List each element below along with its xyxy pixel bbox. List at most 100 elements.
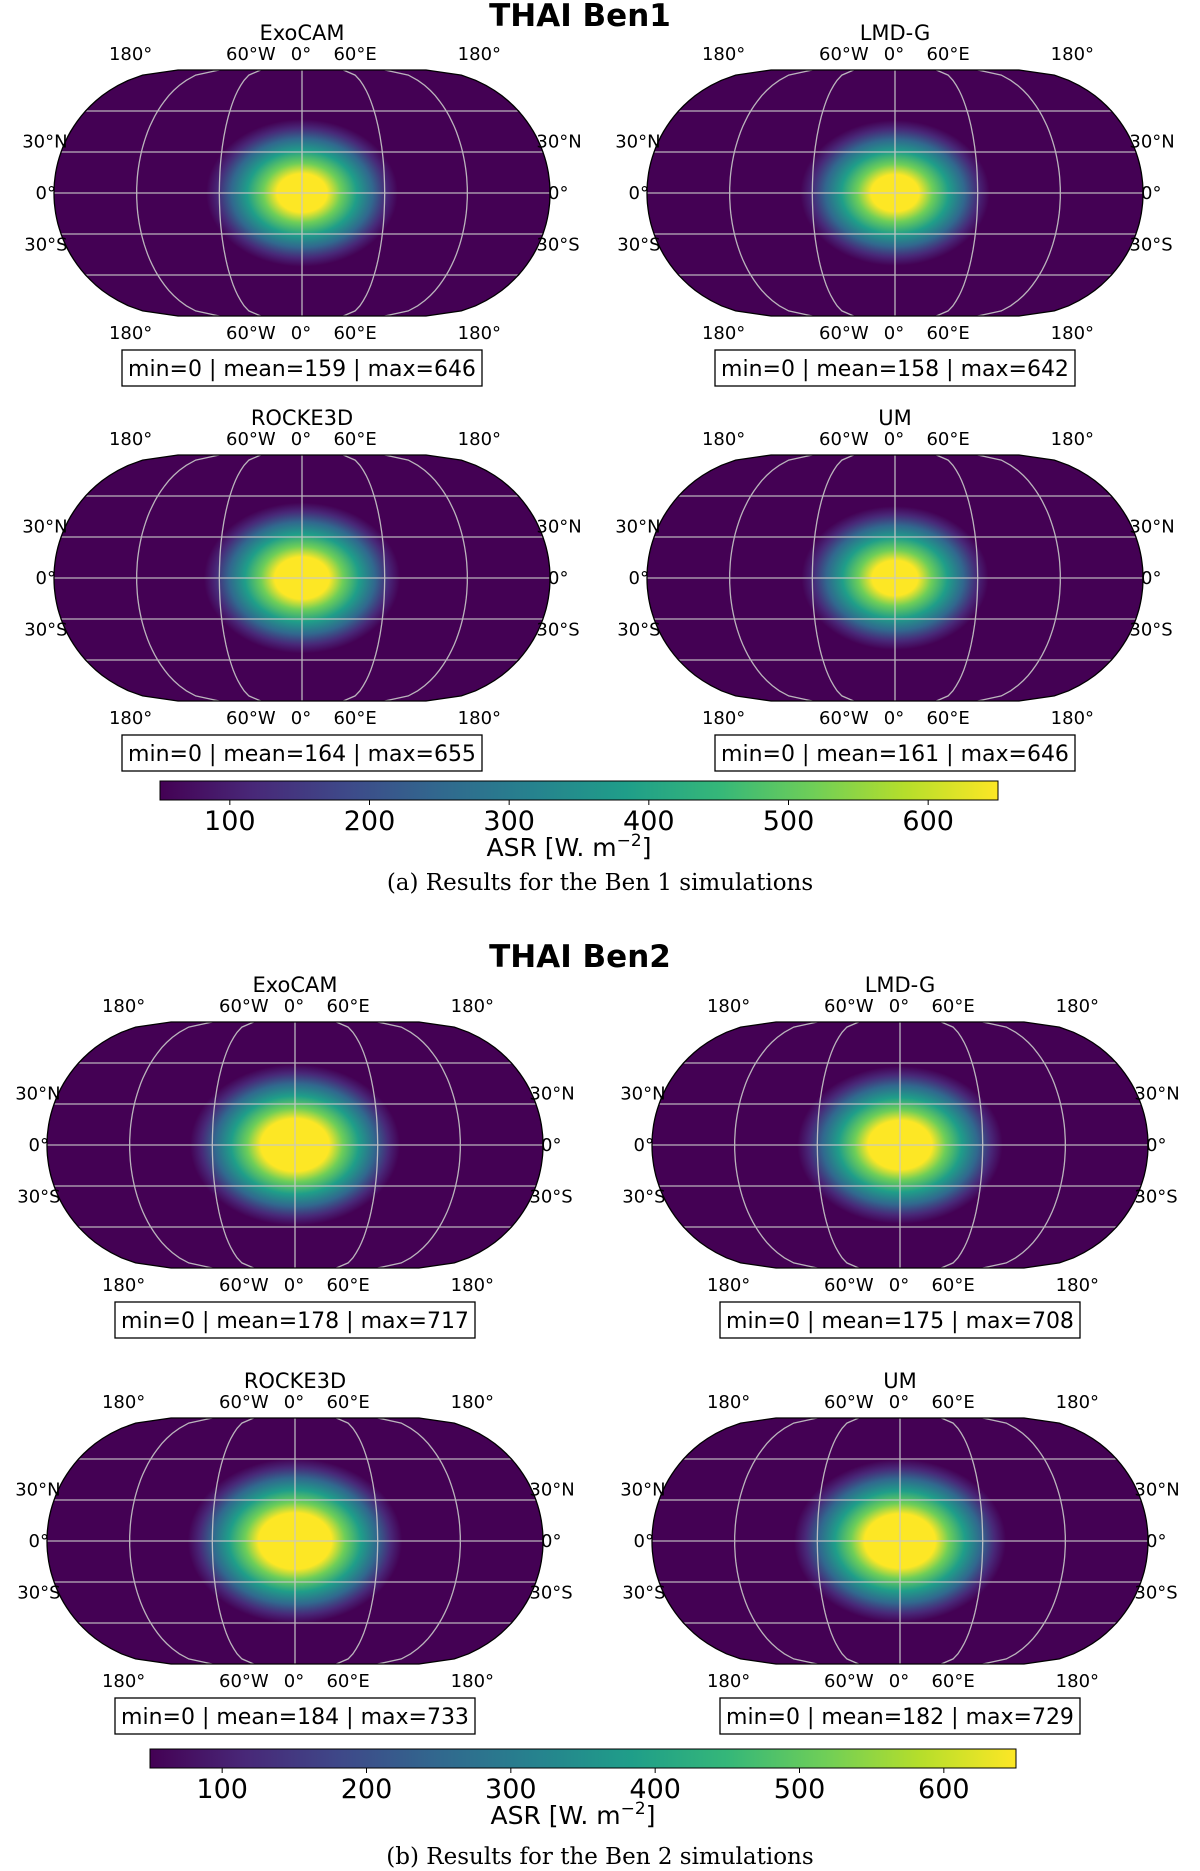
stats-text: min=0 | mean=164 | max=655 (128, 742, 476, 767)
panel-title: LMD-G (860, 21, 931, 45)
map-panel-exocam: 180° 60°W 0° 60°E 180° 180° 60°W 0° 60°E 180° 30°N… (15, 973, 575, 1339)
stats-text: min=0 | mean=161 | max=646 (721, 742, 1069, 767)
stats-text: min=0 | mean=182 | max=729 (726, 1705, 1074, 1730)
graticule (47, 1022, 543, 1268)
meridian-line (811, 455, 854, 701)
stats-text: min=0 | mean=175 | max=708 (726, 1309, 1074, 1334)
colorbar-tick-label: 500 (774, 1774, 826, 1805)
lon-label-top: 180° (1051, 44, 1094, 65)
lat-label-right: 0° (548, 183, 568, 204)
colorbar: 100 200 300 400 500 600 ASR [W. m−2] (159, 780, 999, 862)
map-outline (651, 1021, 1149, 1269)
meridian-line (734, 1418, 818, 1664)
stats-box (719, 1697, 1081, 1735)
lon-label-top: 0° (889, 996, 909, 1017)
lat-label-left: 0° (634, 1135, 654, 1156)
lon-label-bottom: 60°E (333, 708, 376, 729)
lon-label-top: 0° (284, 996, 304, 1017)
lon-label-top: 180° (702, 429, 745, 450)
lon-label-top: 180° (458, 44, 501, 65)
lat-label-right: 30°S (1134, 1583, 1177, 1604)
lat-label-right: 0° (1141, 183, 1161, 204)
lon-label-bottom: 60°E (931, 1671, 974, 1692)
meridian-line (734, 1022, 818, 1268)
lon-label-bottom: 60°W (219, 1671, 269, 1692)
colorbar-tick-label: 100 (196, 1774, 248, 1805)
lon-label-bottom: 60°E (333, 323, 376, 344)
colorbar-tick-label: 400 (629, 1774, 681, 1805)
lon-label-bottom: 60°E (326, 1275, 369, 1296)
stats-box (714, 734, 1076, 772)
map-outline (646, 454, 1144, 702)
lon-label-top: 180° (451, 996, 494, 1017)
meridian-line (811, 70, 854, 316)
colorbar-tick-label: 200 (341, 1774, 393, 1805)
lon-label-top: 180° (707, 996, 750, 1017)
colorbar-gradient (149, 1748, 1017, 1769)
lat-label-left: 0° (629, 568, 649, 589)
meridian-line (977, 70, 1061, 316)
lon-label-bottom: 180° (102, 1275, 145, 1296)
lat-label-left: 0° (29, 1135, 49, 1156)
lon-label-top: 60°E (326, 996, 369, 1017)
lon-label-top: 180° (109, 429, 152, 450)
lat-label-right: 30°N (1129, 516, 1174, 537)
lon-label-top: 60°W (819, 44, 869, 65)
lat-label-left: 30°N (615, 516, 660, 537)
lat-label-right: 30°S (1129, 235, 1172, 256)
meridian-line (936, 70, 979, 316)
lon-label-top: 180° (451, 1392, 494, 1413)
lat-label-right: 30°N (536, 516, 581, 537)
map-outline (646, 69, 1144, 317)
meridian-line (343, 70, 386, 316)
lat-label-right: 0° (541, 1531, 561, 1552)
lon-label-bottom: 180° (1056, 1671, 1099, 1692)
panel-title: UM (878, 406, 912, 430)
colorbar-tick-label: 300 (485, 1774, 537, 1805)
colorbar-label: ASR [W. m−2] (487, 831, 652, 862)
lat-label-left: 30°S (17, 1187, 60, 1208)
lat-label-right: 30°S (529, 1583, 572, 1604)
map-panel-rocke3d: 180° 60°W 0° 60°E 180° 180° 60°W 0° 60°E 180° 30°N… (15, 1369, 575, 1735)
meridian-line (936, 455, 979, 701)
lat-label-right: 30°S (536, 620, 579, 641)
panel-title: ExoCAM (252, 973, 337, 997)
map-panel-rocke3d: 180° 60°W 0° 60°E 180° 180° 60°W 0° 60°E 180° 30°N… (22, 406, 582, 772)
figure-caption: (a) Results for the Ben 1 simulations (387, 870, 813, 896)
meridian-line (384, 455, 468, 701)
map-outline (53, 69, 551, 317)
lon-label-bottom: 60°E (326, 1671, 369, 1692)
lon-label-top: 180° (707, 1392, 750, 1413)
lon-label-bottom: 60°W (226, 708, 276, 729)
lat-label-right: 30°N (529, 1083, 574, 1104)
meridian-line (977, 455, 1061, 701)
lon-label-top: 60°E (926, 429, 969, 450)
colorbar: 100 200 300 400 500 600 ASR [W. m−2] (149, 1748, 1017, 1830)
lon-label-bottom: 0° (291, 323, 311, 344)
lon-label-bottom: 0° (884, 323, 904, 344)
meridian-line (384, 70, 468, 316)
lon-label-top: 60°E (333, 44, 376, 65)
lat-label-left: 30°S (617, 620, 660, 641)
lat-label-right: 30°N (1129, 131, 1174, 152)
lon-label-bottom: 180° (109, 708, 152, 729)
lon-label-top: 60°E (333, 429, 376, 450)
panel-title: LMD-G (865, 973, 936, 997)
lat-label-left: 30°S (24, 235, 67, 256)
lon-label-bottom: 180° (702, 708, 745, 729)
map-panel-lmd-g: 180° 60°W 0° 60°E 180° 180° 60°W 0° 60°E 180° 30°N… (615, 21, 1175, 387)
panel-title: ROCKE3D (244, 1369, 346, 1393)
lat-label-left: 0° (629, 183, 649, 204)
colorbar-tick-label: 200 (344, 806, 396, 837)
stats-box (719, 1301, 1081, 1339)
figure-suptitle: THAI Ben2 (489, 939, 671, 975)
stats-text: min=0 | mean=158 | max=642 (721, 357, 1069, 382)
lat-label-left: 30°N (22, 516, 67, 537)
stats-text: min=0 | mean=184 | max=733 (121, 1705, 469, 1730)
lon-label-bottom: 180° (707, 1275, 750, 1296)
lat-label-left: 30°N (615, 131, 660, 152)
lon-label-top: 60°E (926, 44, 969, 65)
lat-label-right: 30°S (536, 235, 579, 256)
lon-label-top: 0° (284, 1392, 304, 1413)
